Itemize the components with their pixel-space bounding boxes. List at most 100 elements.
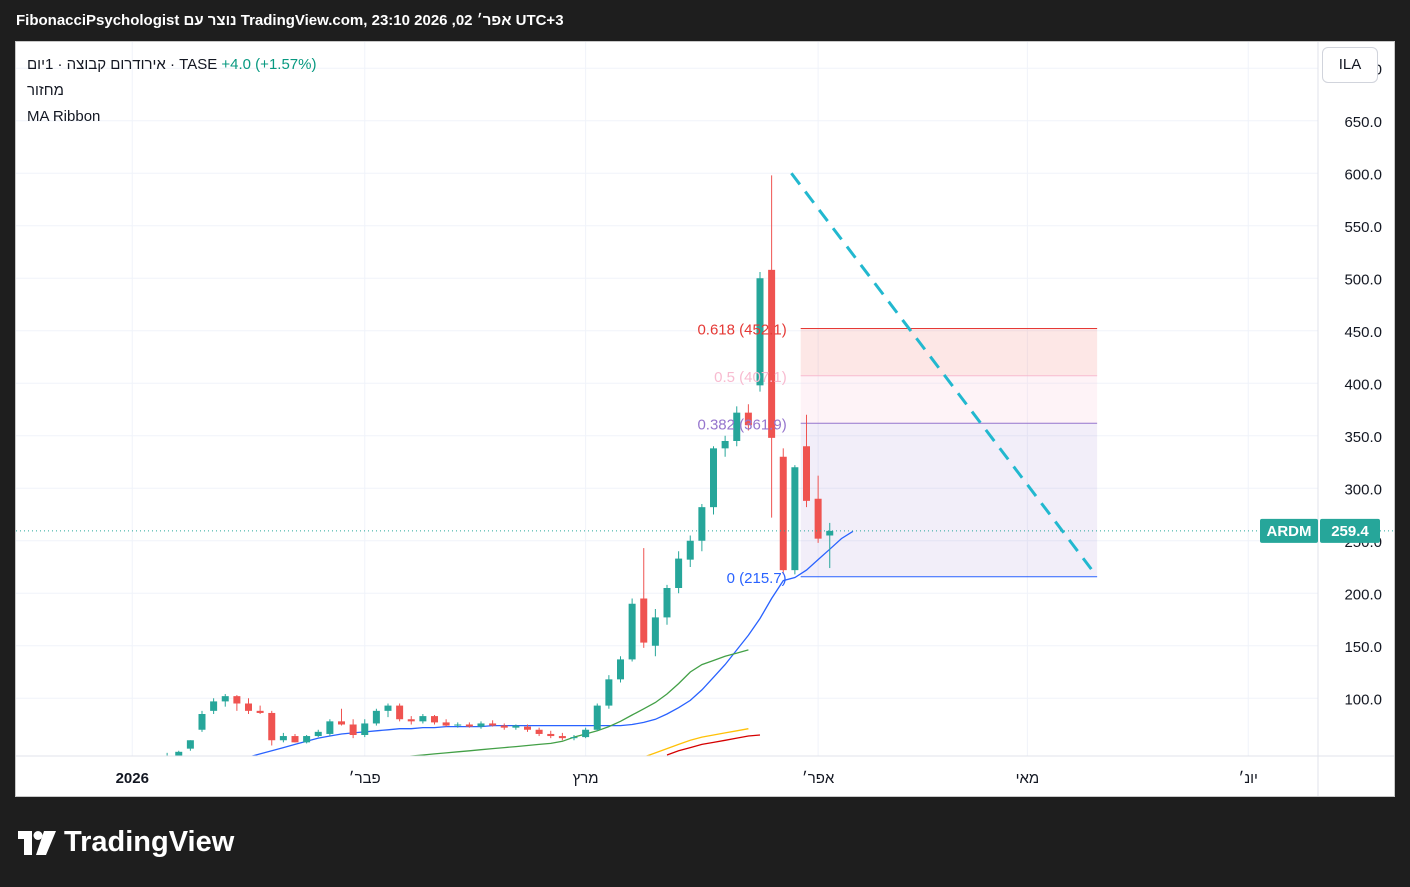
moving-average-1[interactable]	[400, 649, 749, 757]
price-tick-label-4: 300.0	[1344, 481, 1382, 498]
candle-body-19[interactable]	[384, 705, 392, 711]
candle-body-24[interactable]	[442, 722, 450, 726]
symbol-price-badge	[1260, 518, 1318, 543]
fib-level-label-1: 0.5 (407.1)	[714, 369, 787, 386]
candle-body-7[interactable]	[245, 703, 252, 711]
candle-body-55[interactable]	[803, 446, 810, 501]
chart-panel[interactable]: 0.618 (452.1) 0.5 (407.1) 0.382 (361.9) 0 (…	[15, 41, 1395, 797]
candle-body-16[interactable]	[349, 724, 357, 736]
candle-body-36[interactable]	[582, 729, 590, 738]
candle-body-54[interactable]	[791, 467, 799, 571]
candle-body-51[interactable]	[756, 278, 764, 386]
time-tick-label-2: מרץ	[573, 770, 599, 787]
price-tick-label-10: 600.0	[1344, 166, 1382, 183]
time-tick-label-4: מאי	[1016, 770, 1040, 787]
candle-body-12[interactable]	[303, 736, 311, 743]
candle-body-13[interactable]	[314, 731, 322, 737]
moving-average-3[interactable]	[666, 734, 761, 756]
candle-body-32[interactable]	[535, 729, 543, 734]
candle-body-5[interactable]	[221, 696, 229, 702]
legend-change: +4.0 (+1.57%)	[221, 56, 317, 73]
price-tick-label-6: 400.0	[1344, 376, 1382, 393]
brand-name: TradingView	[64, 826, 235, 858]
candle-body-3[interactable]	[198, 714, 206, 730]
candle-body-52[interactable]	[768, 269, 776, 438]
tradingview-logo-icon	[18, 830, 56, 855]
price-tick-label-2: 200.0	[1344, 586, 1382, 603]
candle-body-15[interactable]	[338, 721, 345, 725]
candle-body-34[interactable]	[558, 736, 566, 739]
candle-body-20[interactable]	[396, 705, 404, 720]
candle-body-45[interactable]	[686, 540, 694, 560]
candle-body-4[interactable]	[210, 701, 218, 711]
fib-zone-1	[800, 375, 1098, 424]
symbol-badge-label: ARDM	[1267, 523, 1312, 540]
candle-body-33[interactable]	[547, 733, 555, 737]
candle-body-31[interactable]	[524, 726, 531, 730]
time-tick-label-0: 2026	[116, 770, 149, 787]
time-tick-label-3: אפר׳	[802, 770, 835, 787]
candle-body-47[interactable]	[710, 448, 717, 508]
candle-body-22[interactable]	[419, 716, 427, 722]
candle-body-9[interactable]	[268, 712, 276, 741]
legend-ma-ribbon-indicator[interactable]: MA Ribbon	[27, 108, 101, 125]
fib-zone-2	[800, 423, 1098, 577]
candle-body-50[interactable]	[744, 412, 752, 426]
price-tick-label-5: 350.0	[1344, 429, 1382, 446]
candle-body-27[interactable]	[477, 723, 485, 727]
candle-body-29[interactable]	[500, 725, 508, 728]
candle-body-2[interactable]	[186, 740, 194, 749]
candle-body-11[interactable]	[291, 736, 299, 743]
legend-volume-indicator[interactable]: מחזור	[27, 82, 64, 99]
candle-body-23[interactable]	[431, 716, 438, 723]
candle-body-39[interactable]	[617, 659, 624, 680]
time-tick-label-5: יונ׳	[1239, 770, 1258, 787]
candle-body-42[interactable]	[651, 617, 659, 646]
trend-line[interactable]	[790, 172, 1093, 571]
candle-body-53[interactable]	[779, 456, 787, 571]
time-tick-label-1: פבר׳	[349, 770, 381, 787]
candle-body-8[interactable]	[256, 710, 264, 713]
candle-body-1[interactable]	[175, 751, 183, 757]
price-tick-label-11: 650.0	[1344, 114, 1382, 131]
candle-body-18[interactable]	[372, 710, 380, 724]
currency-button[interactable]: ILA	[1322, 47, 1378, 83]
candle-body-0[interactable]	[164, 757, 171, 759]
candle-body-37[interactable]	[593, 705, 601, 730]
price-tick-label-8: 500.0	[1344, 271, 1382, 288]
candle-body-25[interactable]	[454, 724, 462, 726]
candle-body-46[interactable]	[698, 507, 706, 541]
candle-body-30[interactable]	[512, 725, 520, 728]
candle-body-40[interactable]	[628, 603, 636, 660]
candle-body-41[interactable]	[640, 598, 648, 643]
price-tick-label-9: 550.0	[1344, 219, 1382, 236]
candle-body-49[interactable]	[733, 412, 741, 441]
candle-body-28[interactable]	[489, 723, 497, 726]
fib-level-label-0: 0.618 (452.1)	[697, 322, 786, 339]
fib-level-label-3: 0 (215.7)	[727, 570, 787, 587]
price-tick-label-1: 150.0	[1344, 639, 1382, 656]
fib-level-label-2: 0.382 (361.9)	[697, 416, 786, 433]
fib-zone-0	[800, 328, 1098, 376]
candle-body-21[interactable]	[407, 719, 415, 722]
candle-body-56[interactable]	[814, 498, 822, 539]
candle-body-35[interactable]	[570, 737, 578, 739]
candle-body-6[interactable]	[233, 696, 241, 704]
price-chart[interactable]: 0.618 (452.1) 0.5 (407.1) 0.382 (361.9) 0 (…	[16, 42, 1394, 796]
candle-body-48[interactable]	[721, 441, 729, 449]
candle-body-10[interactable]	[279, 736, 287, 741]
candle-body-26[interactable]	[465, 724, 473, 727]
legend-symbol[interactable]: אירודרום קבוצה · 1יום · TASE +4.0 (+1.57…	[27, 56, 316, 73]
legend-symbol-text: אירודרום קבוצה · 1יום · TASE	[27, 56, 218, 73]
candle-body-43[interactable]	[663, 588, 671, 618]
last-price-badge	[1320, 518, 1380, 543]
candle-body-38[interactable]	[605, 679, 613, 706]
candle-body-57[interactable]	[826, 530, 834, 536]
candle-body-44[interactable]	[675, 558, 683, 588]
candle-body-17[interactable]	[361, 723, 369, 735]
brand-logo: TradingView	[18, 826, 234, 859]
candle-body-14[interactable]	[326, 721, 334, 734]
moving-average-2[interactable]	[644, 728, 749, 757]
moving-average-0[interactable]	[249, 530, 854, 757]
price-tick-label-7: 450.0	[1344, 324, 1382, 341]
